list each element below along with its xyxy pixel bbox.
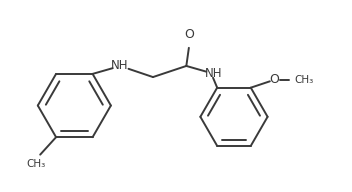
- Text: NH: NH: [205, 67, 222, 80]
- Text: O: O: [184, 28, 194, 41]
- Text: O: O: [270, 73, 279, 86]
- Text: CH₃: CH₃: [294, 75, 314, 85]
- Text: CH₃: CH₃: [27, 159, 46, 169]
- Text: NH: NH: [111, 60, 128, 72]
